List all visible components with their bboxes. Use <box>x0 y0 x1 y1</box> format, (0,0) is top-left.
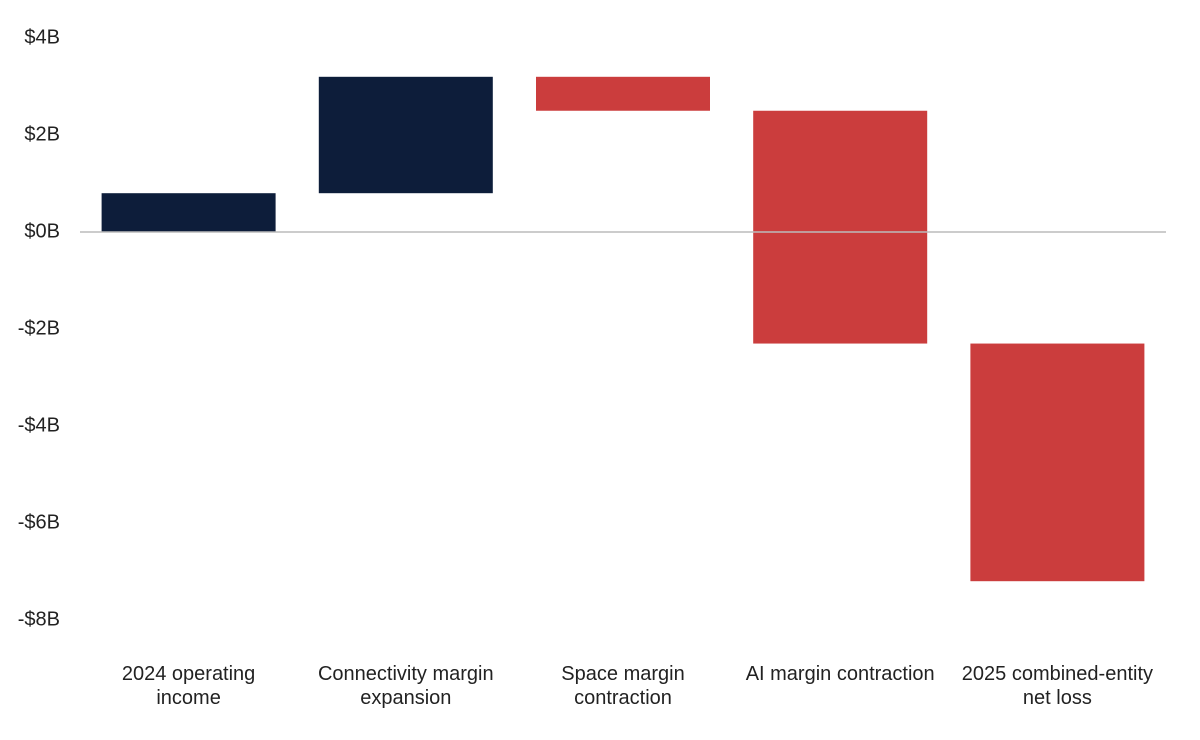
x-tick-label: 2024 operating income <box>121 663 256 709</box>
bar <box>318 76 493 194</box>
y-tick-label: $4B <box>24 26 60 48</box>
y-tick-label: $2B <box>24 123 60 145</box>
y-tick-label: $0B <box>24 220 60 242</box>
y-tick-label: -$2B <box>18 317 60 339</box>
x-tick-label: AI margin contraction <box>745 663 935 685</box>
bar <box>101 193 276 232</box>
bar <box>753 110 928 344</box>
y-tick-label: -$4B <box>18 414 60 436</box>
y-tick-label: -$6B <box>18 511 60 533</box>
x-tick-label: Connectivity margin expansion <box>317 663 494 709</box>
x-tick-label: Space margin contraction <box>561 663 685 709</box>
x-tick-label: 2025 combined-entity net loss <box>961 663 1153 709</box>
bar <box>970 343 1145 582</box>
bar <box>536 76 710 111</box>
y-tick-label: -$8B <box>18 608 60 630</box>
